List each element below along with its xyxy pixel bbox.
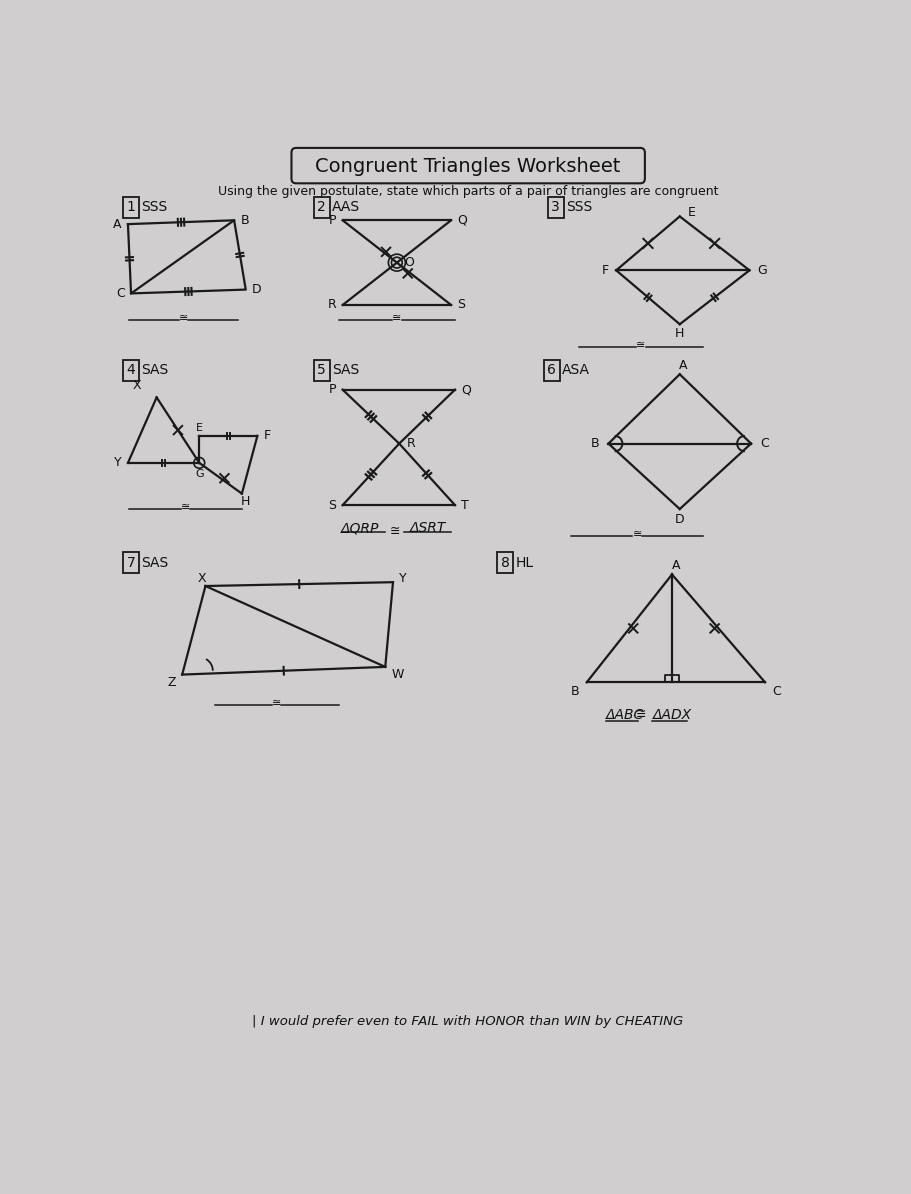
Text: B: B [590, 437, 599, 450]
Text: A: A [113, 217, 121, 230]
Text: 6: 6 [547, 363, 556, 377]
Text: ≅: ≅ [631, 529, 641, 538]
Text: X: X [197, 572, 206, 585]
Text: Using the given postulate, state which parts of a pair of triangles are congruen: Using the given postulate, state which p… [218, 185, 718, 197]
Text: B: B [241, 214, 249, 227]
Text: P: P [329, 214, 336, 227]
Text: D: D [251, 283, 261, 296]
Text: ≅: ≅ [271, 698, 281, 708]
Text: ASA: ASA [561, 363, 589, 377]
Text: Y: Y [114, 456, 121, 469]
Text: AAS: AAS [332, 201, 360, 214]
Text: S: S [328, 499, 336, 512]
Text: G: G [756, 264, 766, 277]
Text: SSS: SSS [141, 201, 168, 214]
Text: W: W [391, 669, 404, 681]
Text: C: C [116, 287, 125, 300]
Text: P: P [329, 383, 336, 396]
Text: C: C [772, 685, 781, 698]
Text: Z: Z [168, 676, 176, 689]
Text: SAS: SAS [332, 363, 359, 377]
Text: 3: 3 [551, 201, 559, 214]
Text: 5: 5 [317, 363, 326, 377]
Text: D: D [674, 513, 684, 527]
Text: X: X [133, 380, 141, 393]
Text: F: F [600, 264, 608, 277]
Text: F: F [263, 430, 271, 443]
Text: Q: Q [461, 383, 471, 396]
Text: 4: 4 [127, 363, 135, 377]
Text: ≅: ≅ [392, 313, 401, 324]
Text: G: G [195, 468, 203, 479]
Text: E: E [196, 423, 202, 433]
Text: H: H [241, 494, 251, 507]
Text: C: C [760, 437, 768, 450]
Text: ≅: ≅ [179, 313, 189, 324]
Text: S: S [456, 298, 465, 312]
Text: Y: Y [399, 572, 406, 585]
Text: O: O [404, 257, 414, 269]
Text: ≅: ≅ [180, 501, 189, 512]
Text: | I would prefer even to FAIL with HONOR than WIN by CHEATING: | I would prefer even to FAIL with HONOR… [251, 1015, 682, 1028]
Text: 8: 8 [500, 556, 509, 570]
Text: ΔSRT: ΔSRT [409, 522, 445, 535]
Text: HL: HL [515, 556, 533, 570]
Text: H: H [674, 327, 683, 340]
Text: SAS: SAS [141, 556, 169, 570]
Text: SAS: SAS [141, 363, 169, 377]
Text: SSS: SSS [565, 201, 591, 214]
Text: ≅: ≅ [389, 525, 399, 537]
Text: R: R [327, 298, 336, 312]
Text: ≅: ≅ [635, 708, 646, 721]
Text: ≅: ≅ [636, 340, 645, 350]
Text: 2: 2 [317, 201, 326, 214]
Text: ΔABC: ΔABC [606, 708, 644, 721]
Text: R: R [406, 437, 415, 450]
Text: ΔQRP: ΔQRP [341, 522, 379, 535]
Text: Q: Q [456, 214, 466, 227]
Text: E: E [687, 207, 694, 219]
Text: T: T [461, 499, 468, 512]
Text: 1: 1 [127, 201, 136, 214]
Text: 7: 7 [127, 556, 135, 570]
Text: A: A [679, 358, 687, 371]
Text: Congruent Triangles Worksheet: Congruent Triangles Worksheet [315, 156, 620, 176]
Text: B: B [569, 685, 578, 698]
Text: A: A [670, 559, 680, 572]
Text: ΔADX: ΔADX [652, 708, 691, 721]
